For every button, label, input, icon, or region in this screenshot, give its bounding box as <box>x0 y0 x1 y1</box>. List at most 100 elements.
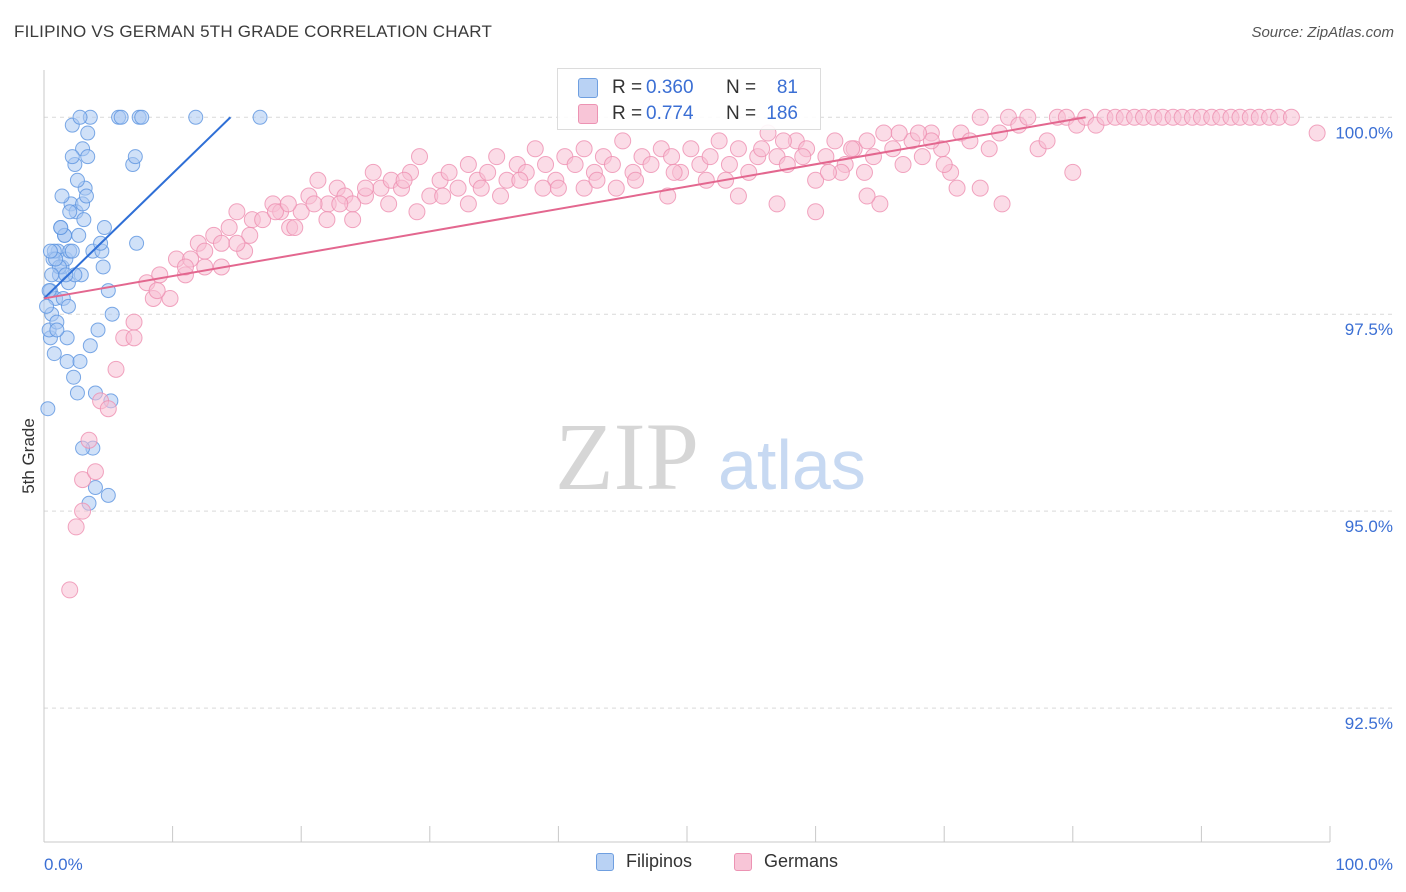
filipino-point <box>53 220 69 236</box>
german-point <box>395 171 413 189</box>
german-point <box>228 203 246 221</box>
german-point <box>241 226 259 244</box>
german-point <box>774 132 792 150</box>
filipino-point <box>113 109 129 125</box>
german-point <box>971 179 989 197</box>
n-value: 186 <box>766 103 798 124</box>
german-point <box>642 156 660 174</box>
filipino-point <box>64 243 80 259</box>
german-point <box>228 234 246 252</box>
german-point <box>697 171 715 189</box>
german-point <box>729 187 747 205</box>
german-point <box>875 124 893 142</box>
german-point <box>380 195 398 213</box>
german-point <box>309 171 327 189</box>
filipino-point <box>129 235 145 251</box>
bottom-legend: Filipinos Germans <box>0 851 1406 879</box>
filipino-point <box>60 298 76 314</box>
german-point <box>61 581 79 599</box>
german-point <box>492 187 510 205</box>
german-point <box>440 163 458 181</box>
legend-item-germans[interactable]: Germans <box>734 851 838 872</box>
german-point <box>511 171 529 189</box>
filipino-point <box>54 188 70 204</box>
german-point <box>826 132 844 150</box>
german-point <box>807 171 825 189</box>
german-point <box>871 195 889 213</box>
german-point <box>176 258 194 276</box>
german-point <box>961 132 979 150</box>
german-point <box>913 148 931 166</box>
filipino-point <box>96 220 112 236</box>
stats-row-germans: R = 0.774 N = 186 <box>578 103 798 125</box>
y-tick-label: 92.5% <box>1345 714 1393 733</box>
german-point <box>99 400 117 418</box>
source-label: Source: ZipAtlas.com <box>1251 24 1394 41</box>
german-point <box>408 203 426 221</box>
german-point <box>80 431 98 449</box>
y-tick-label: 100.0% <box>1335 123 1393 142</box>
german-point <box>1308 124 1326 142</box>
german-point <box>125 313 143 331</box>
filipino-point <box>39 298 55 314</box>
german-point <box>720 156 738 174</box>
legend-item-filipinos[interactable]: Filipinos <box>596 851 692 872</box>
filipino-point <box>95 259 111 275</box>
german-point <box>993 195 1011 213</box>
german-point <box>768 195 786 213</box>
german-point <box>971 108 989 126</box>
german-point <box>682 140 700 158</box>
german-point <box>74 471 92 489</box>
german-point <box>575 179 593 197</box>
filipino-point <box>82 338 98 354</box>
n-label: N = <box>726 77 757 98</box>
german-point <box>161 289 179 307</box>
german-point <box>459 156 477 174</box>
german-point <box>86 463 104 481</box>
german-point <box>411 148 429 166</box>
watermark-zip: ZIP <box>555 403 699 510</box>
filipino-point <box>62 204 78 220</box>
german-point <box>890 124 908 142</box>
filipino-point <box>59 330 75 346</box>
german-point <box>665 163 683 181</box>
german-point <box>364 163 382 181</box>
german-point <box>266 203 284 221</box>
filipino-point <box>49 322 65 338</box>
filipino-point <box>87 480 103 496</box>
filipino-point <box>40 401 56 417</box>
german-point <box>488 148 506 166</box>
german-point <box>220 219 238 237</box>
filipino-legend-swatch <box>596 852 614 871</box>
german-point <box>1038 132 1056 150</box>
filipino-point <box>127 149 143 165</box>
german-point <box>980 140 998 158</box>
german-point <box>740 163 758 181</box>
legend-label: Filipinos <box>626 851 693 871</box>
german-point <box>588 171 606 189</box>
german-point <box>125 329 143 347</box>
german-trend-line <box>43 116 1086 300</box>
german-point <box>459 195 477 213</box>
n-label: N = <box>726 103 757 124</box>
german-point <box>1019 108 1037 126</box>
german-point <box>212 234 230 252</box>
german-point <box>549 179 567 197</box>
german-point <box>843 140 861 158</box>
r-value: 0.774 <box>646 103 694 124</box>
german-point <box>148 282 166 300</box>
german-point <box>357 179 374 197</box>
german-point <box>575 140 593 158</box>
filipino-point <box>69 385 85 401</box>
german-point <box>344 211 362 229</box>
x-tick-label: 100.0% <box>1335 855 1393 874</box>
german-point <box>858 187 876 205</box>
r-label: R = <box>612 77 643 98</box>
filipino-point <box>44 267 60 283</box>
german-point <box>479 163 497 181</box>
filipino-point <box>72 353 88 369</box>
german-point <box>196 258 214 276</box>
filipino-point <box>252 109 268 125</box>
german-point <box>663 148 681 166</box>
